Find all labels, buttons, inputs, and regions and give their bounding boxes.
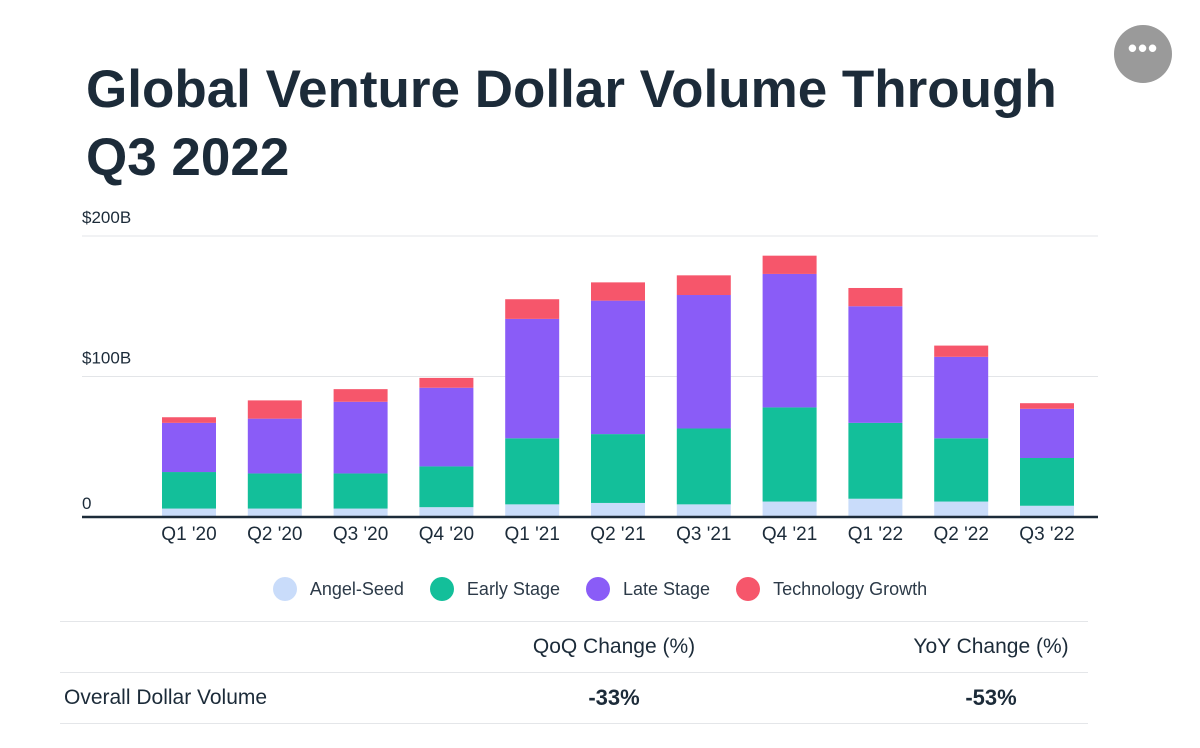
y-tick-label: $100B: [82, 349, 131, 368]
table-header-qoq: QoQ Change (%): [532, 635, 696, 658]
bar-segment: [162, 422, 216, 473]
y-tick-label: 0: [82, 494, 91, 513]
y-tick-label: $200B: [82, 208, 131, 227]
bar-segment: [162, 472, 216, 509]
chart-title: Global Venture Dollar Volume Through Q3 …: [86, 60, 1057, 187]
x-tick-label: Q3 '21: [676, 524, 731, 545]
legend-label: Technology Growth: [773, 578, 928, 599]
bar-segment: [1020, 408, 1074, 458]
x-tick-label: Q4 '21: [762, 524, 817, 545]
bar-segment: [934, 345, 989, 357]
x-tick-label: Q3 '22: [1019, 524, 1074, 545]
legend-item-technology-growth: Technology Growth: [736, 577, 927, 601]
bar-segment: [934, 356, 989, 439]
legend-item-early-stage: Early Stage: [429, 577, 560, 601]
x-tick-label: Q2 '21: [590, 524, 645, 545]
table-row: Overall Dollar Volume -33% -53%: [60, 672, 1088, 724]
legend-label: Angel-Seed: [309, 578, 404, 599]
bar-segment: [505, 318, 560, 439]
bar-segment: [934, 438, 989, 502]
bar-segment: [333, 473, 388, 509]
legend-swatch: [429, 577, 454, 601]
bar-segment: [848, 287, 903, 307]
bar-segment: [848, 498, 903, 517]
legend-item-late-stage: Late Stage: [585, 577, 711, 601]
bar-segment: [1020, 457, 1074, 506]
bar-segment: [762, 273, 817, 408]
bar-segment: [676, 275, 731, 296]
yoy-value: -53%: [965, 685, 1017, 710]
legend-label: Early Stage: [466, 578, 560, 599]
x-tick-label: Q4 '20: [419, 524, 474, 545]
bar-segment: [505, 504, 560, 517]
legend-swatch: [736, 577, 761, 601]
more-options-button[interactable]: •••: [1114, 25, 1172, 83]
table-header-yoy: YoY Change (%): [913, 635, 1069, 658]
more-horizontal-icon: •••: [1127, 33, 1159, 63]
bar-segment: [591, 282, 645, 301]
x-tick-label: Q2 '22: [934, 524, 989, 545]
legend-item-angel-seed: Angel-Seed: [272, 577, 404, 601]
table-header-row: QoQ Change (%) YoY Change (%): [60, 621, 1088, 672]
bar-segment: [333, 401, 388, 474]
row-label: Overall Dollar Volume: [64, 686, 268, 709]
x-tick-label: Q2 '20: [247, 524, 302, 545]
bar-segment: [419, 466, 474, 508]
bar-segment: [676, 428, 731, 505]
bar-chart: 0 $100B $200B Q1 '20 Q2 '20 Q3 '20 Q4 '20 Q1 '2…: [82, 208, 1098, 545]
bar-segment: [762, 501, 817, 517]
bar-segment: [247, 418, 302, 474]
bar-segment: [419, 377, 474, 388]
bar-segment: [848, 306, 903, 423]
bar-segment: [247, 400, 302, 419]
bar-segment: [419, 387, 474, 467]
bar-segment: [505, 438, 560, 505]
chart-legend: Angel-Seed Early Stage Late Stage Techno…: [0, 577, 1200, 601]
change-table: QoQ Change (%) YoY Change (%) Overall Do…: [60, 621, 1088, 724]
bar-segment: [333, 508, 388, 517]
bar-segment: [162, 508, 216, 517]
x-tick-label: Q1 '22: [848, 524, 903, 545]
bar-segment: [676, 295, 731, 429]
bar-segment: [505, 299, 560, 319]
bar-segment: [848, 422, 903, 499]
bar-segment: [419, 507, 474, 517]
bar-segment: [247, 508, 302, 517]
bar-segment: [676, 504, 731, 517]
x-tick-label: Q1 '20: [161, 524, 216, 545]
bar-segment: [762, 407, 817, 502]
bar-segment: [591, 434, 645, 503]
legend-swatch: [585, 577, 610, 601]
bar-segment: [762, 255, 817, 274]
legend-swatch: [272, 577, 297, 601]
bar-segment: [162, 417, 216, 423]
bar-segment: [934, 501, 989, 517]
bar-segment: [591, 502, 645, 517]
legend-label: Late Stage: [622, 578, 711, 599]
bar-segment: [1020, 505, 1074, 517]
x-tick-label: Q1 '21: [505, 524, 560, 545]
bar-segment: [591, 300, 645, 435]
x-tick-label: Q3 '20: [333, 524, 388, 545]
bar-segment: [1020, 403, 1074, 409]
bar-segment: [333, 389, 388, 402]
bar-segment: [247, 473, 302, 509]
qoq-value: -33%: [588, 685, 640, 710]
